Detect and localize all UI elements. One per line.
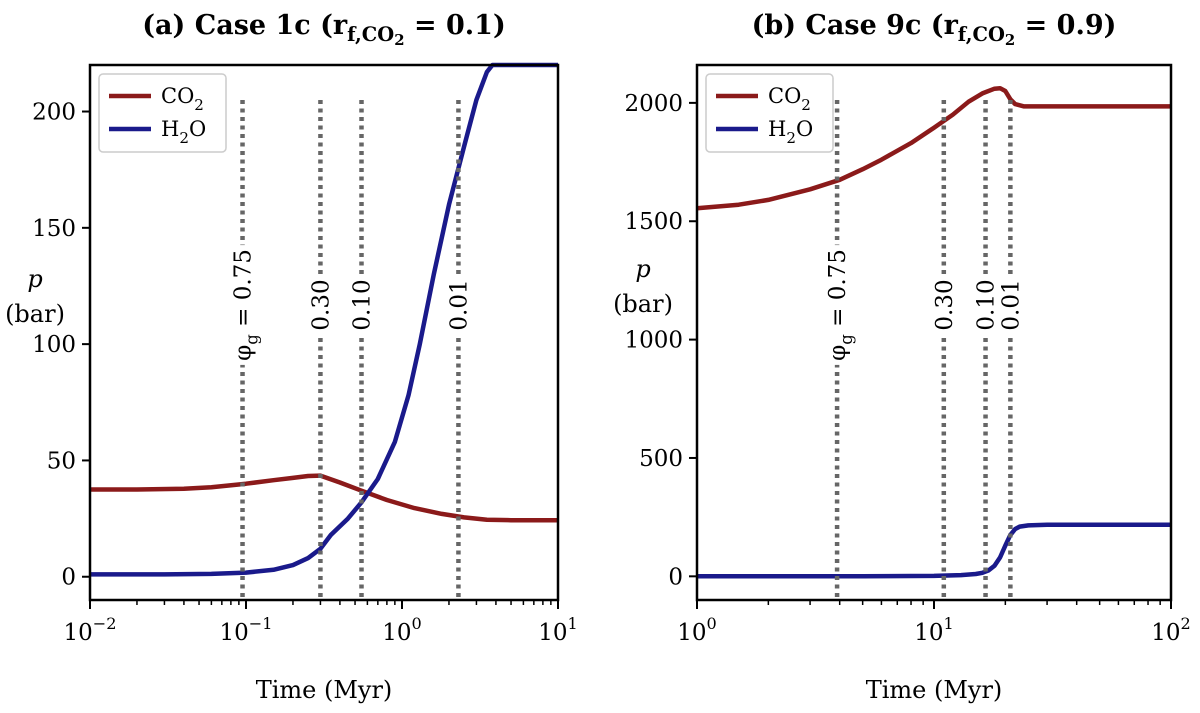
y-tick-label: 200 — [32, 100, 76, 126]
y-tick-label: 0 — [61, 565, 76, 591]
y-tick-label: 2000 — [624, 91, 683, 117]
marker-label-bg — [228, 245, 264, 365]
x-axis-label: Time (Myr) — [866, 676, 1003, 704]
marker-label-bg — [971, 275, 1002, 335]
marker-label-bg — [996, 275, 1027, 335]
marker-label-bg — [306, 275, 337, 335]
chart-title: (b) Case 9c (rf,CO2 = 0.9) — [752, 10, 1117, 49]
phase-marker-label: 0.01 — [998, 279, 1024, 330]
y-tick-label: 100 — [32, 332, 76, 358]
y-axis-label-symbol: p — [635, 255, 650, 283]
phase-marker-label: 0.01 — [446, 279, 472, 330]
y-axis-label-unit: (bar) — [5, 300, 65, 328]
legend-label-h2o: H2O — [768, 117, 813, 147]
legend — [705, 73, 834, 153]
y-tick-label: 0 — [668, 564, 683, 590]
marker-label-bg — [929, 275, 960, 335]
y-tick-label: 1500 — [624, 209, 683, 235]
axes-frame — [88, 63, 560, 602]
x-tick-label: 101 — [914, 614, 954, 646]
chart-panel-0: (a) Case 1c (rf,CO2 = 0.1) φg = 0.75 0.30 0… — [5, 10, 578, 704]
chart-title: (a) Case 1c (rf,CO2 = 0.1) — [142, 10, 505, 49]
phase-marker-label: 0.10 — [349, 279, 375, 330]
y-tick-label: 150 — [32, 216, 76, 242]
phase-marker-label: 0.30 — [308, 279, 334, 330]
x-tick-label: 101 — [538, 614, 578, 646]
series-line-h2o — [90, 62, 558, 577]
marker-label-bg — [444, 275, 475, 335]
legend-label-co2: CO2 — [161, 84, 204, 114]
x-tick-label: 102 — [1151, 614, 1191, 646]
series-line-co2 — [90, 473, 558, 523]
x-tick-label: 10−2 — [63, 614, 116, 646]
series-line-h2o — [697, 522, 1171, 579]
y-tick-label: 50 — [47, 448, 76, 474]
phase-marker-label: 0.10 — [974, 279, 1000, 330]
x-tick-label: 10−1 — [219, 614, 272, 646]
y-axis-label-symbol: p — [27, 265, 42, 293]
y-tick-label: 1000 — [624, 328, 683, 354]
chart-panel-1: (b) Case 9c (rf,CO2 = 0.9) φg = 0.75 0.30 0… — [613, 10, 1191, 704]
y-axis-label-unit: (bar) — [613, 290, 673, 318]
marker-label-bg — [823, 245, 859, 365]
y-tick-label: 500 — [639, 446, 683, 472]
series-line-co2 — [696, 85, 1171, 211]
legend — [98, 73, 227, 153]
phase-marker-label: φg = 0.75 — [231, 249, 262, 361]
x-axis-label: Time (Myr) — [256, 676, 393, 704]
phase-marker-label: φg = 0.75 — [825, 249, 856, 361]
x-tick-label: 100 — [382, 614, 422, 646]
phase-marker-label: 0.30 — [932, 279, 958, 330]
legend-label-co2: CO2 — [768, 84, 811, 114]
marker-label-bg — [347, 275, 378, 335]
legend-label-h2o: H2O — [161, 117, 206, 147]
x-tick-label: 100 — [677, 614, 717, 646]
